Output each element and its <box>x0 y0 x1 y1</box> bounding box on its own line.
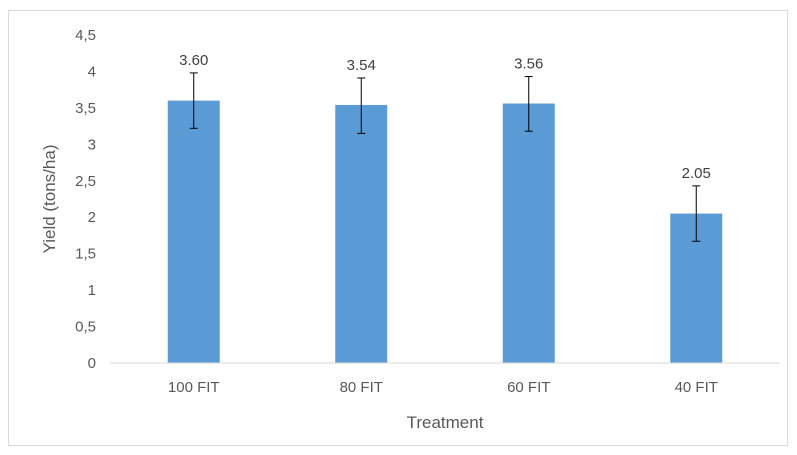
x-tick-label: 40 FIT <box>675 379 718 396</box>
bar <box>167 100 220 363</box>
y-tick-label: 4,5 <box>75 27 96 44</box>
x-tick-label: 80 FIT <box>340 379 383 396</box>
data-label: 3.56 <box>514 56 543 73</box>
y-axis-ticks: 0 0,5 1 1,5 2 2,5 3 3,5 4 4,5 <box>75 27 96 372</box>
x-tick-label: 100 FIT <box>168 379 220 396</box>
y-tick-label: 0 <box>88 355 96 372</box>
x-axis-title: Treatment <box>407 413 484 432</box>
data-labels: 3.60 3.54 3.56 2.05 <box>179 52 711 182</box>
bar <box>502 103 555 363</box>
x-tick-label: 60 FIT <box>507 379 550 396</box>
y-tick-label: 1 <box>88 282 96 299</box>
data-label: 3.60 <box>179 52 208 69</box>
y-tick-label: 4 <box>88 63 96 80</box>
data-label: 2.05 <box>682 165 711 182</box>
x-axis-ticks: 100 FIT 80 FIT 60 FIT 40 FIT <box>168 379 718 396</box>
y-axis-title: Yield (tons/ha) <box>40 145 59 254</box>
y-tick-label: 2,5 <box>75 173 96 190</box>
error-bars <box>189 72 701 242</box>
y-tick-label: 0,5 <box>75 319 96 336</box>
y-tick-label: 3 <box>88 136 96 153</box>
data-label: 3.54 <box>347 57 376 74</box>
chart-frame <box>8 10 788 446</box>
y-tick-label: 1,5 <box>75 246 96 263</box>
bar <box>335 104 388 364</box>
y-tick-label: 3,5 <box>75 100 96 117</box>
y-tick-label: 2 <box>88 209 96 226</box>
bars <box>167 100 723 364</box>
